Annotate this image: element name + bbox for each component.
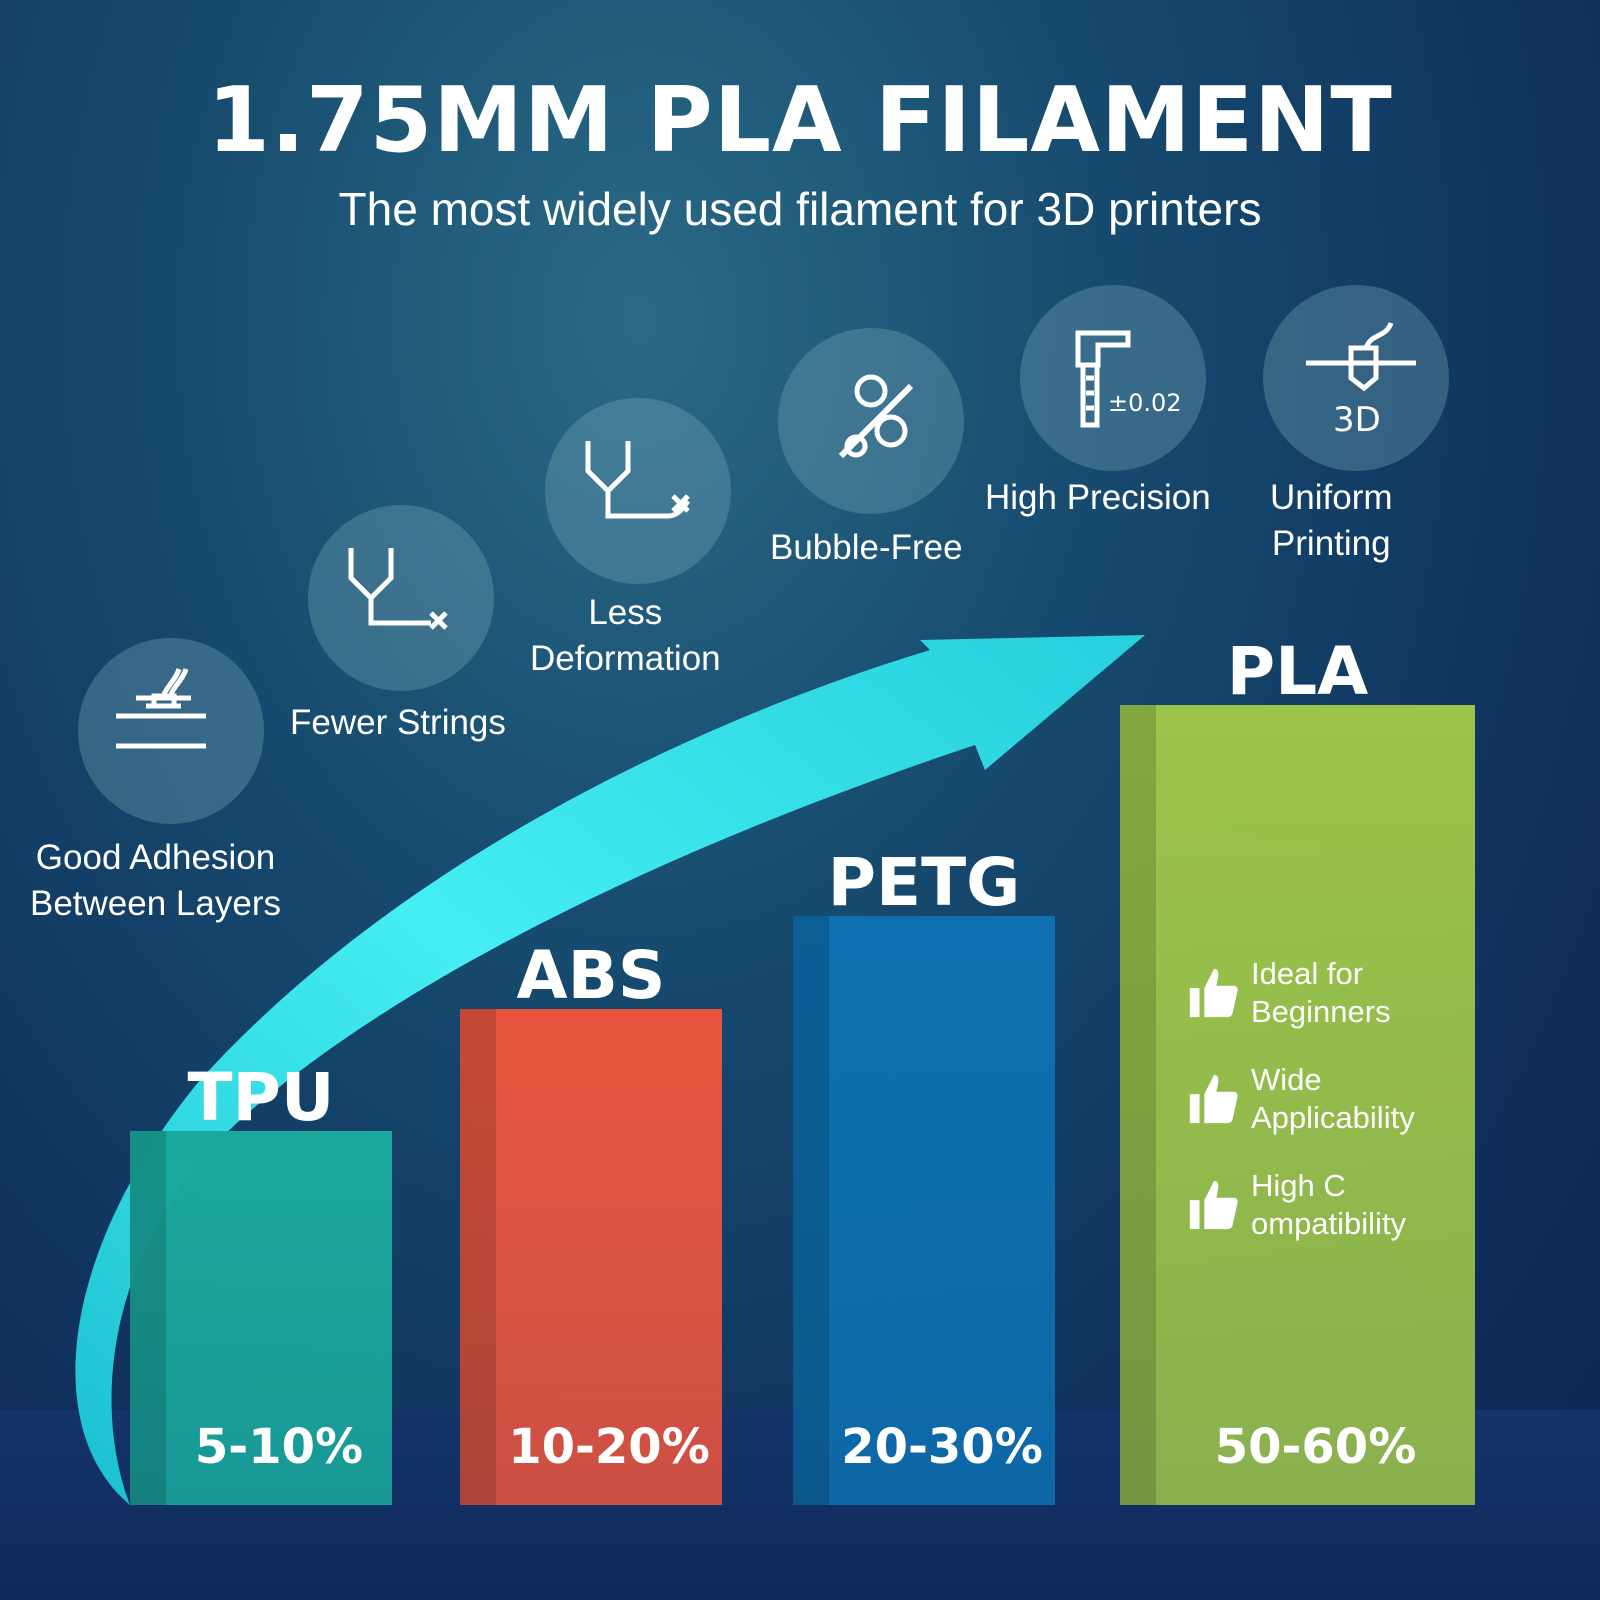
- bar-side: [793, 915, 829, 1505]
- bar-abs: ABS 10-20%: [460, 937, 722, 1505]
- feature-label-line: Deformation: [530, 639, 721, 678]
- feature-label: Less Deformation: [530, 590, 721, 682]
- bar-side: [1120, 704, 1156, 1505]
- bar-side: [460, 1009, 496, 1505]
- perk-line: Wide: [1251, 1062, 1322, 1097]
- thumbs-up-icon: [1189, 968, 1238, 1018]
- 3d-text: 3D: [1333, 400, 1381, 440]
- bar-label: ABS: [516, 937, 666, 1015]
- perk-line: ompatibility: [1251, 1206, 1407, 1241]
- bar-label: PLA: [1226, 632, 1369, 710]
- feature-label-line: Bubble-Free: [770, 528, 963, 567]
- feature-label-line: Between Layers: [30, 884, 281, 923]
- feature-label: Bubble-Free: [770, 525, 963, 571]
- 3d-printer-nozzle-icon: 3D: [1306, 321, 1416, 440]
- caliper-icon: ±0.02: [1075, 330, 1182, 428]
- thumbs-up-icon: [1189, 1074, 1238, 1124]
- feature-circle: ±0.02: [1020, 285, 1206, 471]
- pla-perks: Ideal for Beginners Wide Applicability Hig…: [1185, 955, 1415, 1273]
- bar-value-label: 20-30%: [841, 1419, 1043, 1475]
- arrow-body: [75, 635, 1145, 1505]
- feature-label-line: Less: [588, 593, 663, 632]
- feature-label-line: High Precision: [985, 478, 1211, 517]
- feature-label-line: Good Adhesion: [35, 838, 276, 877]
- feature-circle: [308, 505, 494, 691]
- feature-label: Good Adhesion Between Layers: [30, 835, 281, 927]
- feature-label: Uniform Printing: [1270, 475, 1393, 567]
- feature-circle: [78, 638, 264, 824]
- bar-face: [1120, 704, 1475, 1505]
- precision-text: ±0.02: [1108, 389, 1182, 417]
- bar-tpu: TPU 5-10%: [130, 1059, 392, 1505]
- feature-label-line: Printing: [1271, 524, 1391, 563]
- bar-petg: PETG 20-30%: [793, 844, 1055, 1505]
- bubble-free-icon: [838, 374, 914, 459]
- perk-line: High C: [1251, 1168, 1346, 1203]
- feature-label: Fewer Strings: [290, 700, 506, 746]
- perk-item: Ideal for Beginners: [1185, 955, 1415, 1031]
- perk-item: Wide Applicability: [1185, 1061, 1415, 1137]
- bar-value-label: 50-60%: [1214, 1419, 1417, 1475]
- bar-face: [130, 1130, 392, 1505]
- perk-line: Ideal for: [1251, 956, 1364, 991]
- bar-value-label: 10-20%: [508, 1419, 710, 1475]
- thumbs-up-icon: [1189, 1180, 1238, 1230]
- page-title: 1.75MM PLA FILAMENT: [207, 68, 1393, 173]
- less-deformation-icon: [585, 441, 691, 519]
- perk-line: Applicability: [1251, 1100, 1415, 1135]
- feature-label: High Precision: [985, 475, 1211, 521]
- bar-label: TPU: [187, 1058, 335, 1136]
- feature-circle: 3D: [1263, 285, 1449, 471]
- bar-pla: PLA 50-60%: [1120, 633, 1475, 1505]
- bar-label: PETG: [827, 843, 1021, 921]
- feature-label-line: Uniform: [1270, 478, 1393, 517]
- feature-circle: [778, 328, 964, 514]
- nozzle-bed-icon: [116, 668, 206, 749]
- fewer-strings-icon: [348, 548, 448, 630]
- feature-circle: [545, 398, 731, 584]
- bar-face: [793, 915, 1055, 1505]
- bar-side: [130, 1130, 166, 1505]
- perk-line: Beginners: [1251, 994, 1391, 1029]
- feature-label-line: Fewer Strings: [290, 703, 506, 742]
- bar-value-label: 5-10%: [194, 1419, 364, 1475]
- bar-face: [460, 1009, 722, 1505]
- page-subtitle: The most widely used filament for 3D pri…: [338, 183, 1262, 235]
